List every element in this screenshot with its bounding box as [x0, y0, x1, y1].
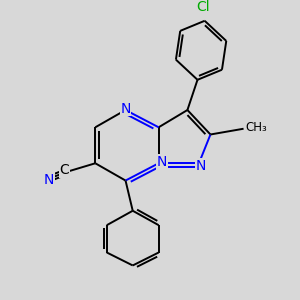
Text: N: N [196, 159, 206, 172]
Text: CH₃: CH₃ [246, 122, 268, 134]
Text: N: N [44, 173, 54, 187]
Text: C: C [59, 163, 69, 177]
Text: Cl: Cl [196, 1, 210, 14]
Text: N: N [157, 155, 167, 169]
Text: N: N [120, 102, 131, 116]
